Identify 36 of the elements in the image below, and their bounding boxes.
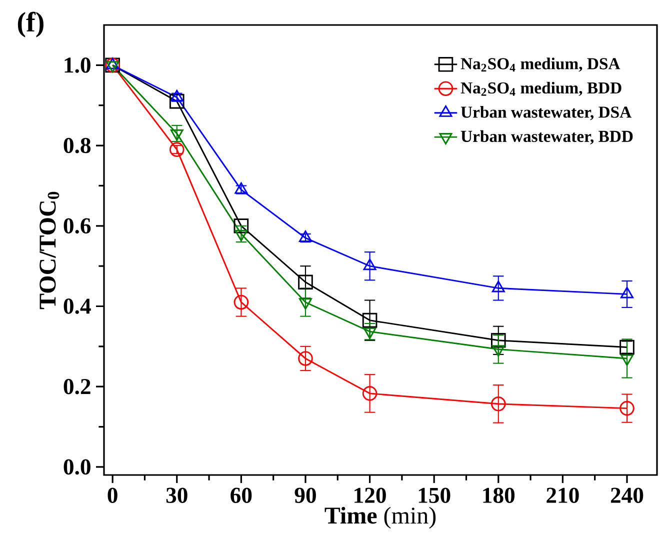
- point: [170, 90, 184, 102]
- x-tick-label: 210: [546, 488, 579, 504]
- point: [298, 230, 312, 242]
- point: [234, 294, 249, 310]
- point: [620, 400, 634, 416]
- point: [234, 182, 248, 194]
- legend-label: Na$_{2}$SO$_{4}$ medium, DSA: [460, 58, 620, 72]
- x-tick-label: 30: [166, 488, 188, 504]
- point: [490, 396, 506, 412]
- x-axis-title: Time (min): [324, 506, 436, 529]
- legend-label: Urban wastewater, DSA: [460, 106, 632, 120]
- legend-label: Urban wastewater, BDD: [460, 130, 633, 144]
- point: [363, 258, 376, 270]
- x-tick-label: 150: [418, 488, 450, 504]
- point: [298, 351, 313, 366]
- point: [362, 386, 378, 401]
- point: [169, 94, 184, 109]
- y-tick-label: 0.2: [64, 378, 90, 394]
- y-tick-label: 0.0: [64, 459, 90, 475]
- legend-label: Na$_{2}$SO$_{4}$ medium, BDD: [460, 82, 622, 96]
- point: [106, 58, 120, 70]
- point: [362, 312, 378, 328]
- text: (f): [18, 12, 44, 38]
- y-tick-label: 1.0: [64, 57, 90, 73]
- y-axis-title: TOC/TOC$_{0}$: [40, 192, 60, 310]
- y-tick-label: 0.6: [64, 218, 91, 234]
- x-tick-label: 90: [294, 488, 316, 504]
- x-tick-label: 180: [483, 488, 515, 504]
- x-tick-label: 60: [230, 488, 252, 504]
- point: [363, 327, 376, 339]
- point: [298, 274, 313, 290]
- x-tick-label: 0: [108, 488, 118, 504]
- y-tick-label: 0.4: [64, 298, 91, 314]
- y-tick-label: 0.8: [64, 138, 91, 154]
- x-tick-label: 240: [610, 488, 644, 504]
- x-tick-label: 120: [354, 488, 386, 504]
